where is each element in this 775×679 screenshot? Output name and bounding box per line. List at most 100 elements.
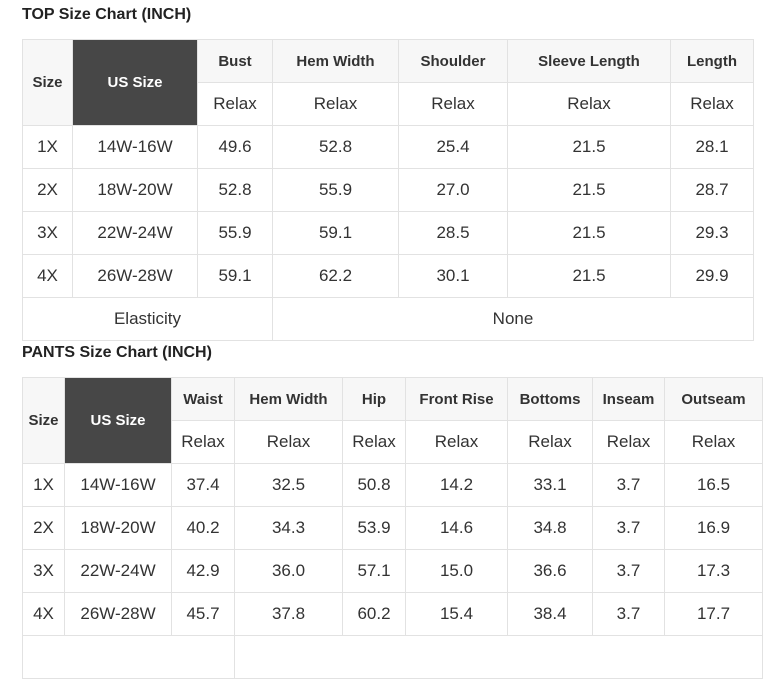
fit-cell: Relax — [171, 420, 235, 464]
table-cell: 2X — [22, 168, 73, 212]
table-cell: 15.0 — [405, 549, 508, 593]
column-header: Bust — [197, 39, 273, 83]
table-cell: 53.9 — [342, 506, 406, 550]
table-cell: 25.4 — [398, 125, 508, 169]
table-cell: 29.3 — [670, 211, 754, 255]
table-cell: 21.5 — [507, 125, 671, 169]
table-cell: 36.0 — [234, 549, 343, 593]
fit-cell: Relax — [234, 420, 343, 464]
fit-cell: Relax — [507, 420, 593, 464]
fit-row: Relax Relax Relax Relax Relax — [23, 82, 754, 126]
table-cell: 16.9 — [664, 506, 763, 550]
fit-cell: Relax — [197, 82, 273, 126]
column-header: Waist — [171, 377, 235, 421]
table-cell: 4X — [22, 592, 65, 636]
fit-cell: Relax — [272, 82, 399, 126]
elasticity-label: Elasticity — [22, 297, 273, 341]
table-cell: 33.1 — [507, 463, 593, 507]
table-row: 3X 22W-24W 55.9 59.1 28.5 21.5 29.3 — [22, 211, 754, 255]
table-cell: 55.9 — [197, 211, 273, 255]
table-cell: 21.5 — [507, 168, 671, 212]
table-cell: 3.7 — [592, 506, 665, 550]
fit-cell: Relax — [507, 82, 671, 126]
table-cell: 60.2 — [342, 592, 406, 636]
table-cell: 14W-16W — [72, 125, 198, 169]
table-row: 2X 18W-20W 52.8 55.9 27.0 21.5 28.7 — [22, 168, 754, 212]
table-cell: 14.6 — [405, 506, 508, 550]
table-cell: 59.1 — [197, 254, 273, 298]
table-cell: 3X — [22, 549, 65, 593]
table-cell: 26W-28W — [72, 254, 198, 298]
table-cell: 4X — [22, 254, 73, 298]
table-cell: 1X — [22, 463, 65, 507]
table-cell: 34.3 — [234, 506, 343, 550]
table-cell: 40.2 — [171, 506, 235, 550]
table-cell: 2X — [22, 506, 65, 550]
column-header: Shoulder — [398, 39, 508, 83]
fit-cell: Relax — [405, 420, 508, 464]
table-cell: 29.9 — [670, 254, 754, 298]
table-cell: 3.7 — [592, 549, 665, 593]
table-cell: 30.1 — [398, 254, 508, 298]
table-cell: 17.7 — [664, 592, 763, 636]
column-header: US Size — [64, 377, 172, 464]
column-header: Size — [22, 39, 73, 126]
table-cell: 14.2 — [405, 463, 508, 507]
header-row: Size US Size Bust Hem Width Shoulder Sleeve L… — [22, 39, 754, 126]
table-cell: 16.5 — [664, 463, 763, 507]
table-cell: 49.6 — [197, 125, 273, 169]
table-cell: 34.8 — [507, 506, 593, 550]
table-cell: 21.5 — [507, 211, 671, 255]
column-header: Length — [670, 39, 754, 83]
table-cell: 28.7 — [670, 168, 754, 212]
table-row: 4X 26W-28W 59.1 62.2 30.1 21.5 29.9 — [22, 254, 754, 298]
header-row: Size US Size Waist Hem Width Hip Front Rise Bo… — [22, 377, 763, 464]
table-cell: 37.8 — [234, 592, 343, 636]
column-header: Front Rise — [405, 377, 508, 421]
table-cell: 18W-20W — [64, 506, 172, 550]
table-cell — [234, 635, 763, 679]
table-cell: 42.9 — [171, 549, 235, 593]
table-cell: 3X — [22, 211, 73, 255]
table-cell: 1X — [22, 125, 73, 169]
table-cell: 21.5 — [507, 254, 671, 298]
elasticity-row: Elasticity None — [22, 297, 754, 341]
elasticity-value: None — [272, 297, 754, 341]
table-cell — [22, 635, 235, 679]
column-header: Size — [22, 377, 65, 464]
table-row: 2X 18W-20W 40.2 34.3 53.9 14.6 34.8 3.7 16.9 — [22, 506, 763, 550]
column-header: Hem Width — [234, 377, 343, 421]
table-row: 1X 14W-16W 37.4 32.5 50.8 14.2 33.1 3.7 16.5 — [22, 463, 763, 507]
fit-cell: Relax — [342, 420, 406, 464]
column-header: Hem Width — [272, 39, 399, 83]
pants-size-table: Size US Size Waist Hem Width Hip Front Rise Bo… — [22, 377, 763, 679]
fit-row: Relax Relax Relax Relax Relax Relax Relax — [23, 420, 763, 464]
table-cell: 50.8 — [342, 463, 406, 507]
table-cell: 32.5 — [234, 463, 343, 507]
table-cell: 3.7 — [592, 463, 665, 507]
table-cell: 15.4 — [405, 592, 508, 636]
table-cell: 55.9 — [272, 168, 399, 212]
fit-cell: Relax — [664, 420, 763, 464]
table-cell: 52.8 — [197, 168, 273, 212]
table-cell: 28.1 — [670, 125, 754, 169]
table-row — [22, 635, 763, 679]
table-cell: 17.3 — [664, 549, 763, 593]
fit-cell: Relax — [398, 82, 508, 126]
top-size-table: Size US Size Bust Hem Width Shoulder Sleeve L… — [22, 39, 754, 341]
column-header: Bottoms — [507, 377, 593, 421]
table-cell: 26W-28W — [64, 592, 172, 636]
table-cell: 59.1 — [272, 211, 399, 255]
fit-cell: Relax — [592, 420, 665, 464]
table-row: 4X 26W-28W 45.7 37.8 60.2 15.4 38.4 3.7 17.7 — [22, 592, 763, 636]
table-cell: 14W-16W — [64, 463, 172, 507]
table-cell: 18W-20W — [72, 168, 198, 212]
column-header: Inseam — [592, 377, 665, 421]
table-cell: 52.8 — [272, 125, 399, 169]
table-cell: 22W-24W — [64, 549, 172, 593]
table-cell: 36.6 — [507, 549, 593, 593]
table-cell: 62.2 — [272, 254, 399, 298]
table-cell: 28.5 — [398, 211, 508, 255]
table-cell: 37.4 — [171, 463, 235, 507]
column-header: Outseam — [664, 377, 763, 421]
